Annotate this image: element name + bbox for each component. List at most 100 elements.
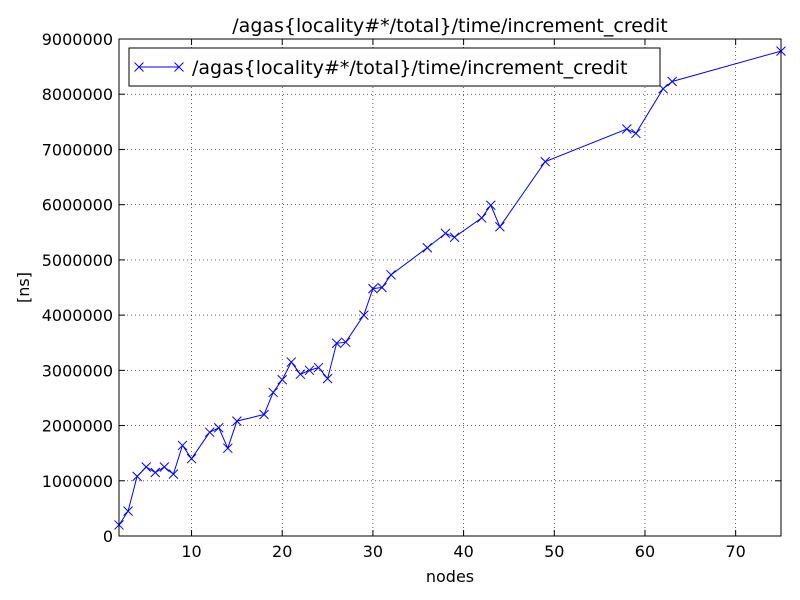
data-point-marker (123, 506, 133, 517)
marker-stroke (485, 200, 496, 211)
plot-area-frame (118, 38, 782, 537)
marker-stroke (204, 427, 215, 438)
grid-lines (119, 39, 781, 536)
marker-stroke (232, 416, 242, 426)
data-point-marker (177, 440, 188, 451)
marker-stroke (168, 469, 179, 480)
data-point-marker (304, 365, 315, 376)
marker-stroke (259, 409, 269, 420)
y-tick-label: 6000000 (42, 196, 113, 215)
y-tick-label: 7000000 (42, 140, 113, 159)
marker-stroke (222, 443, 233, 454)
data-point-marker (440, 228, 451, 239)
x-tick-label: 40 (453, 542, 473, 561)
marker-stroke (213, 422, 224, 433)
data-point-marker (204, 427, 215, 438)
data-point-marker (259, 409, 269, 420)
marker-stroke (304, 365, 315, 376)
x-tick-label: 20 (272, 542, 292, 561)
legend-marker-left (134, 62, 144, 72)
marker-stroke (476, 213, 487, 223)
data-point-marker (186, 453, 197, 464)
marker-stroke (268, 387, 279, 398)
data-point-marker (222, 443, 233, 454)
data-point-marker (358, 310, 369, 320)
data-point-marker (631, 128, 641, 139)
chart-title: /agas{locality#*/total}/time/increment_c… (232, 15, 667, 37)
marker-stroke (295, 369, 306, 380)
marker-stroke (132, 471, 142, 482)
marker-stroke (340, 337, 351, 348)
y-tick-label: 3000000 (42, 361, 113, 380)
marker-stroke (134, 62, 144, 72)
marker-stroke (440, 228, 451, 239)
y-tick-label: 4000000 (42, 306, 113, 325)
marker-stroke (667, 76, 678, 87)
marker-stroke (277, 374, 288, 385)
x-tick-label: 30 (363, 542, 383, 561)
data-point-marker (331, 338, 342, 349)
marker-stroke (123, 506, 133, 517)
x-axis-label: nodes (426, 567, 474, 586)
marker-stroke (377, 282, 387, 293)
series-layer (114, 46, 786, 530)
data-point-marker (286, 357, 297, 367)
legend: /agas{locality#*/total}/time/increment_c… (128, 47, 661, 87)
data-point-marker (368, 283, 378, 294)
y-tick-label: 8000000 (42, 85, 113, 104)
data-point-marker (377, 282, 387, 293)
data-point-marker (313, 362, 324, 373)
data-point-marker (495, 221, 505, 232)
data-point-marker (268, 387, 279, 398)
data-point-marker (485, 200, 496, 211)
y-tick-label: 9000000 (42, 30, 113, 49)
data-point-marker (295, 369, 306, 380)
legend-marker-right (174, 62, 184, 72)
y-tick-label: 5000000 (42, 251, 113, 270)
data-point-marker (621, 124, 632, 134)
marker-stroke (658, 83, 668, 94)
data-point-marker (476, 213, 487, 223)
y-axis-label: [ns] (14, 272, 33, 303)
data-point-marker (141, 462, 152, 472)
series-line (118, 50, 782, 526)
data-point-marker (322, 373, 333, 384)
x-tick-label: 60 (635, 542, 655, 561)
y-tick-label: 1000000 (42, 472, 113, 491)
x-tick-label: 50 (544, 542, 564, 561)
data-point-marker (150, 467, 161, 478)
data-point-marker (667, 76, 678, 87)
marker-stroke (540, 156, 551, 167)
data-point-marker (540, 156, 551, 167)
data-point-marker (449, 232, 460, 243)
marker-stroke (186, 453, 197, 464)
marker-stroke (313, 362, 324, 373)
data-point-marker (232, 416, 242, 426)
axis-ticks: 10 20 30 40 50 60 70 0 1000000 2000000 3000000 4000… (42, 30, 781, 561)
marker-stroke (495, 221, 505, 232)
marker-stroke (322, 373, 333, 384)
data-point-marker (159, 462, 170, 472)
legend-marker-x (134, 62, 184, 72)
data-point-marker (213, 422, 224, 433)
x-tick-label: 10 (181, 542, 201, 561)
legend-box (128, 47, 661, 87)
marker-stroke (621, 124, 632, 134)
marker-stroke (141, 462, 152, 472)
marker-stroke (286, 357, 297, 367)
marker-stroke (177, 440, 188, 451)
y-tick-label: 2000000 (42, 417, 113, 436)
data-point-marker (132, 471, 142, 482)
marker-stroke (331, 338, 342, 349)
marker-stroke (631, 128, 641, 139)
marker-stroke (368, 283, 378, 294)
marker-stroke (386, 269, 396, 280)
marker-stroke (449, 232, 460, 243)
marker-stroke (174, 62, 184, 72)
data-point-marker (340, 337, 351, 348)
marker-stroke (422, 242, 433, 253)
marker-stroke (150, 467, 161, 478)
x-tick-label: 70 (725, 542, 745, 561)
legend-entry-label: /agas{locality#*/total}/time/increment_c… (192, 57, 627, 79)
